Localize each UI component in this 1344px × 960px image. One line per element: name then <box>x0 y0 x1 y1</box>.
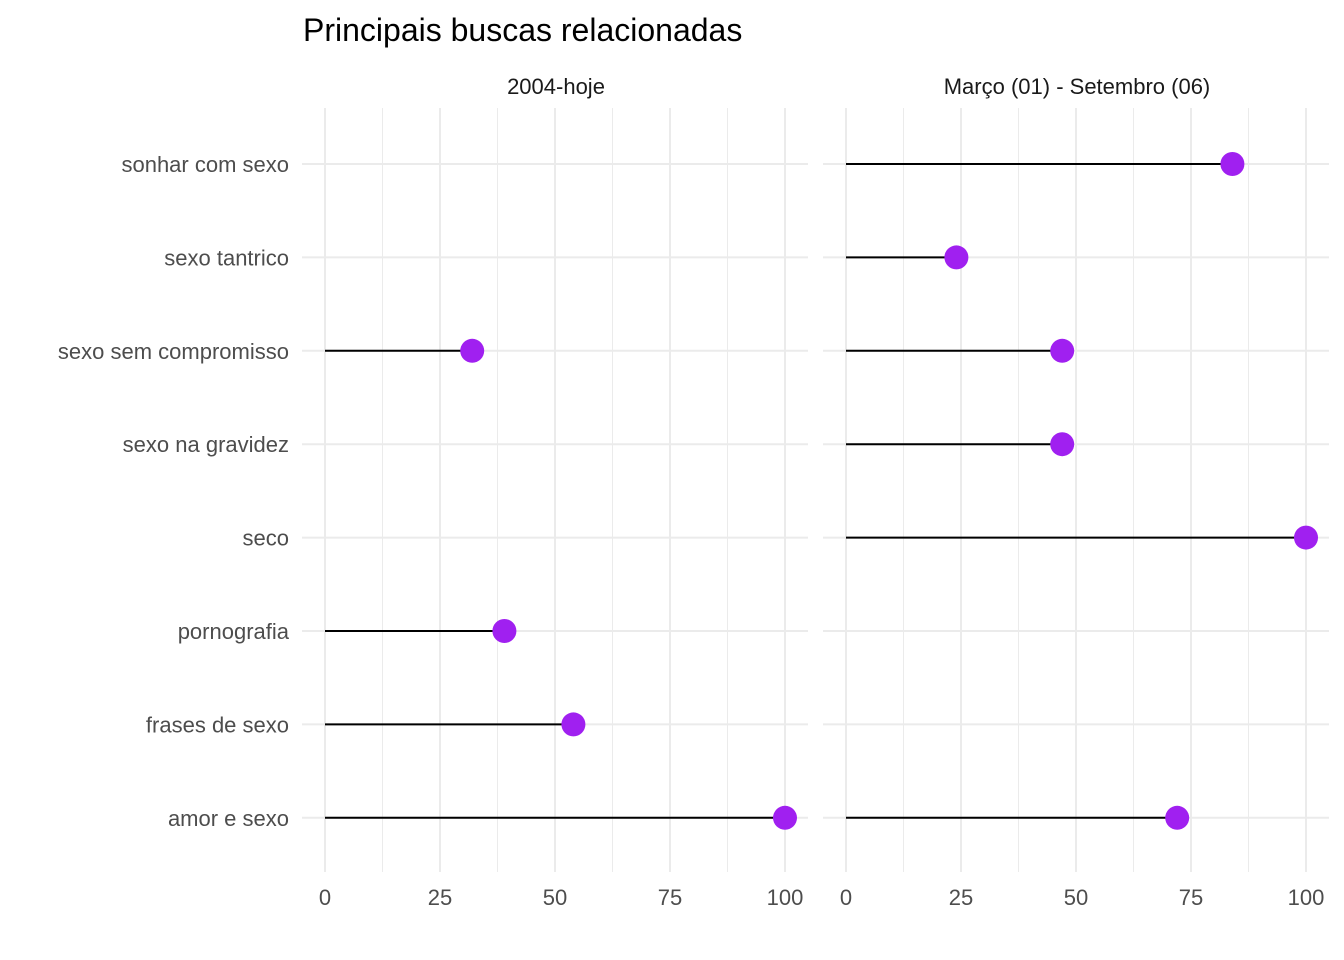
x-tick-label: 25 <box>428 885 452 910</box>
category-label: sexo na gravidez <box>123 432 289 457</box>
x-tick-label: 100 <box>1288 885 1325 910</box>
lollipop-point <box>561 712 586 737</box>
facet-label: 2004-hoje <box>507 74 605 99</box>
lollipop-point <box>1050 432 1075 457</box>
facet-panel: 2004-hoje 0 25 50 75 100 <box>302 74 808 910</box>
lollipop-point <box>1165 805 1190 830</box>
category-label: amor e sexo <box>168 806 289 831</box>
x-tick-label: 50 <box>543 885 567 910</box>
lollipop-point <box>492 619 517 643</box>
x-tick-label: 0 <box>319 885 331 910</box>
facet-label: Março (01) - Setembro (06) <box>944 74 1211 99</box>
x-tick-label: 25 <box>949 885 973 910</box>
x-tick-label: 100 <box>767 885 804 910</box>
category-label: seco <box>243 526 289 551</box>
category-label: sexo tantrico <box>164 245 289 270</box>
x-tick-label: 50 <box>1064 885 1088 910</box>
category-label: pornografia <box>178 619 290 644</box>
facet-panel: Março (01) - Setembro (06) 0 25 50 75 100 <box>823 74 1329 910</box>
category-axis-labels: sonhar com sexo sexo tantrico sexo sem com… <box>58 152 290 831</box>
chart-title: Principais buscas relacionadas <box>303 12 742 48</box>
x-tick-label: 75 <box>1179 885 1203 910</box>
lollipop-point <box>1220 152 1245 176</box>
lollipop-point <box>1294 525 1318 550</box>
lollipop-point <box>944 245 969 270</box>
lollipop-point <box>460 338 485 363</box>
lollipop-point <box>1050 338 1075 363</box>
category-label: sonhar com sexo <box>121 152 289 177</box>
x-tick-label: 0 <box>840 885 852 910</box>
category-label: frases de sexo <box>146 712 289 737</box>
lollipop-point <box>773 805 797 830</box>
x-tick-label: 75 <box>658 885 682 910</box>
category-label: sexo sem compromisso <box>58 339 289 364</box>
